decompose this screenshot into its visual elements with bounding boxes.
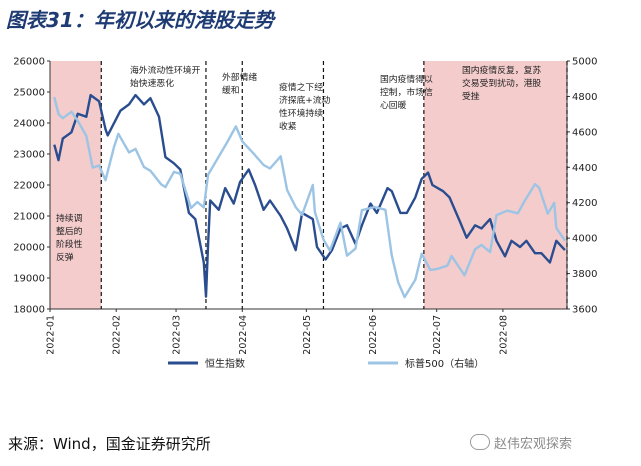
right-tick-label: 3800 [572, 269, 597, 280]
shaded-regions [50, 61, 567, 309]
series-line-hsi [53, 93, 566, 298]
left-tick-label: 22000 [13, 181, 45, 192]
annotation-line: 济探底+流动 [279, 94, 331, 106]
annotation-a5: 国内疫情得以控制，市场信心回暖 [380, 73, 433, 111]
left-tick-label: 23000 [13, 150, 45, 161]
x-tick-label: 2022-03 [172, 315, 183, 355]
x-tick-label: 2022-05 [302, 315, 313, 355]
x-tick-label: 2022-07 [432, 315, 443, 355]
legend-label-2: 标普500（右轴） [405, 357, 484, 370]
shaded-region-1 [50, 61, 102, 309]
series-line-sp500 [53, 96, 566, 299]
annotation-line: 海外流动性环境开 [130, 64, 201, 76]
right-tick-label: 4800 [572, 92, 597, 103]
annotation-line: 心回暖 [380, 100, 407, 111]
annotation-line: 始快速恶化 [130, 77, 174, 89]
right-tick-label: 4200 [572, 198, 597, 209]
left-tick-label: 25000 [13, 88, 45, 99]
annotation-line: 缓和 [222, 84, 240, 96]
x-tick-label: 2022-01 [46, 315, 57, 355]
annotation-line: 外部情绪 [222, 71, 257, 83]
right-tick-label: 5000 [572, 57, 597, 68]
annotation-line: 收紧 [279, 120, 297, 132]
left-tick-label: 18000 [13, 305, 45, 316]
x-tick-label: 2022-06 [368, 315, 379, 355]
series-lines [53, 93, 566, 299]
x-tick-label: 2022-04 [238, 315, 249, 355]
source-note: 来源：Wind，国金证券研究所 [8, 435, 211, 453]
wechat-icon [470, 434, 490, 450]
annotation-a1: 持续调整后的阶段性反弹 [56, 212, 83, 263]
watermark-text: 赵伟宏观探索 [494, 437, 573, 452]
legend-label-1: 恒生指数 [205, 357, 245, 370]
left-tick-label: 21000 [13, 212, 45, 223]
annotation-line: 国内疫情得以 [380, 73, 433, 85]
x-tick-label: 2022-08 [498, 315, 509, 355]
annotation-line: 持续调 [56, 212, 83, 224]
annotation-a6: 国内疫情反复，复苏交易受到扰动，港股受挫 [462, 64, 541, 102]
annotation-a4: 疫情之下经济探底+流动性环境持续收紧 [279, 81, 331, 132]
annotation-line: 控制，市场信 [380, 86, 433, 98]
shaded-region-2 [423, 61, 567, 309]
left-tick-label: 24000 [13, 119, 45, 130]
legend: 恒生指数 标普500（右轴） [168, 357, 484, 370]
left-tick-label: 26000 [13, 57, 45, 68]
x-tick-label: 2022-02 [112, 315, 123, 355]
left-tick-label: 20000 [13, 243, 45, 254]
annotation-line: 国内疫情反复，复苏 [462, 64, 541, 76]
annotation-line: 交易受到扰动，港股 [462, 77, 541, 89]
annotation-line: 整后的 [56, 225, 83, 237]
annotation-line: 阶段性 [56, 238, 83, 250]
annotation-line: 性环境持续 [279, 107, 323, 119]
right-tick-label: 4000 [572, 234, 597, 245]
annotation-line: 疫情之下经 [279, 81, 323, 93]
right-tick-label: 3600 [572, 305, 597, 316]
left-tick-label: 19000 [13, 274, 45, 285]
right-tick-label: 4600 [572, 127, 597, 138]
annotation-line: 受挫 [462, 90, 480, 102]
right-tick-label: 4400 [572, 163, 597, 174]
figure-title: 图表31：年初以来的港股走势 [6, 8, 274, 32]
annotation-line: 反弹 [56, 251, 74, 263]
axes: 18000 19000 20000 21000 22000 23000 24000 25000… [13, 57, 597, 355]
annotation-a2: 海外流动性环境开始快速恶化 [130, 64, 201, 89]
annotation-a3: 外部情绪缓和 [222, 71, 257, 96]
watermark: 赵伟宏观探索 [470, 433, 572, 452]
